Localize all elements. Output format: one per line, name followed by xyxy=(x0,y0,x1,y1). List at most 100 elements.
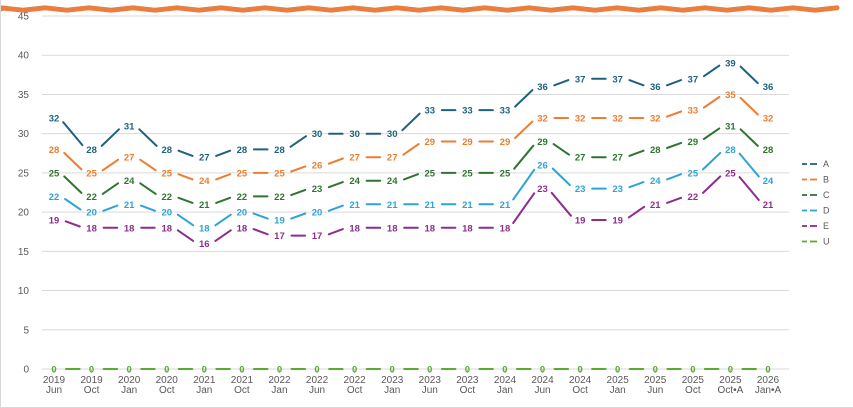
series-c-label-14: 27 xyxy=(575,153,586,164)
x-tick-year: 2025 xyxy=(644,375,667,386)
x-tick-period: Jan xyxy=(196,385,212,396)
series-c-label-15: 27 xyxy=(612,153,623,164)
series-c-segment-3 xyxy=(177,196,194,204)
series-a-label-18: 39 xyxy=(725,59,736,70)
series-d-segment-2 xyxy=(139,204,156,212)
series-lines xyxy=(62,64,760,370)
series-c-segment-18 xyxy=(739,128,759,147)
series-b-segment-17 xyxy=(702,96,721,109)
x-tick-year: 2023 xyxy=(381,375,404,386)
series-c-label-4: 21 xyxy=(199,200,210,211)
series-u-label-5: 0 xyxy=(239,365,244,376)
series-e-label-7: 17 xyxy=(312,231,323,242)
series-u-label-11: 0 xyxy=(465,365,470,376)
series-c-label-2: 24 xyxy=(124,176,135,187)
series-d-label-11: 21 xyxy=(462,200,473,211)
y-tick-label-0: 0 xyxy=(23,365,29,376)
series-e-segment-17 xyxy=(702,175,722,194)
series-a-label-10: 33 xyxy=(425,106,436,117)
x-tick-year: 2023 xyxy=(456,375,479,386)
series-b-label-4: 24 xyxy=(199,176,210,187)
series-b-label-13: 32 xyxy=(537,113,548,124)
series-d-label-13: 26 xyxy=(537,161,548,172)
series-e-segment-18 xyxy=(738,176,760,201)
series-u-label-3: 0 xyxy=(164,365,169,376)
series-e-label-0: 19 xyxy=(49,215,60,226)
series-e-segment-12 xyxy=(512,192,536,224)
series-e-segment-3 xyxy=(176,229,195,242)
x-tick-period: Oct xyxy=(572,385,588,396)
series-c-segment-4 xyxy=(215,196,232,204)
legend-label-a: A xyxy=(823,159,829,169)
x-tick-period: Oct xyxy=(685,385,701,396)
top-decor-stroke xyxy=(1,5,840,13)
series-d-label-15: 23 xyxy=(612,184,623,195)
series-c-label-16: 28 xyxy=(650,145,661,156)
series-u-label-7: 0 xyxy=(314,365,319,376)
series-d-segment-0 xyxy=(64,198,82,211)
series-d-label-1: 20 xyxy=(86,208,97,219)
series-c-segment-6 xyxy=(290,188,307,197)
y-axis-ticks: 0 5 10 15 20 25 30 35 40 45 xyxy=(18,12,30,376)
series-d-label-7: 20 xyxy=(312,208,323,219)
series-d-label-5: 20 xyxy=(237,208,248,219)
legend-label-b: B xyxy=(823,175,829,185)
series-b-label-3: 25 xyxy=(161,168,172,179)
x-tick-year: 2021 xyxy=(193,375,216,386)
series-b-label-1: 25 xyxy=(86,168,97,179)
x-tick-year: 2022 xyxy=(306,375,329,386)
y-tick-label-40: 40 xyxy=(18,51,30,62)
legend-label-d: D xyxy=(823,206,830,216)
series-u-label-8: 0 xyxy=(352,365,357,376)
series-d-label-0: 22 xyxy=(49,192,60,203)
series-d-segment-17 xyxy=(702,151,722,171)
series-a-label-4: 27 xyxy=(199,153,210,164)
x-tick-period: Jan xyxy=(271,385,287,396)
x-tick-year: 2019 xyxy=(43,375,66,386)
series-b-segment-9 xyxy=(402,143,420,156)
x-tick-label-17: 2025 Oct xyxy=(682,375,705,396)
series-c-segment-1 xyxy=(101,182,120,195)
x-tick-period: Jun xyxy=(46,385,62,396)
series-b-segment-4 xyxy=(215,173,232,181)
series-c-segment-2 xyxy=(139,182,157,195)
series-a-label-16: 36 xyxy=(650,82,661,93)
series-b-label-17: 33 xyxy=(688,106,699,117)
x-tick-label-10: 2023 Jun xyxy=(419,375,442,396)
series-a-segment-3 xyxy=(177,149,194,157)
series-u-label-10: 0 xyxy=(427,365,432,376)
series-a-label-9: 30 xyxy=(387,129,398,140)
series-e-segment-4 xyxy=(214,229,232,242)
x-tick-period: Oct xyxy=(84,385,100,396)
series-b-label-9: 27 xyxy=(387,153,398,164)
series-a-label-11: 33 xyxy=(462,106,473,117)
series-d-segment-7 xyxy=(327,204,344,212)
series-c-label-10: 25 xyxy=(425,168,436,179)
series-e-label-15: 19 xyxy=(612,215,623,226)
series-d-label-16: 24 xyxy=(650,176,661,187)
series-e-label-16: 21 xyxy=(650,200,661,211)
x-tick-label-11: 2023 Oct xyxy=(456,375,479,396)
series-c-segment-12 xyxy=(513,144,535,170)
legend-label-c: C xyxy=(823,190,830,200)
series-b-segment-12 xyxy=(514,120,534,139)
series-c-label-8: 24 xyxy=(349,176,360,187)
series-a-segment-17 xyxy=(702,64,721,78)
series-e-segment-0 xyxy=(64,220,81,228)
series-c-label-5: 22 xyxy=(237,192,248,203)
top-decor-stroke-group xyxy=(1,5,840,13)
series-b-segment-6 xyxy=(290,165,307,173)
series-e-segment-7 xyxy=(327,228,344,236)
series-u-label-16: 0 xyxy=(653,365,658,376)
series-b-segment-1 xyxy=(101,158,120,172)
series-a-segment-16 xyxy=(666,79,683,87)
y-tick-label-45: 45 xyxy=(18,12,30,23)
series-d-label-6: 19 xyxy=(274,215,285,226)
x-tick-period: Jan•A xyxy=(755,385,782,396)
series-a-label-3: 28 xyxy=(161,145,172,156)
y-tick-label-5: 5 xyxy=(23,325,29,336)
series-b-segment-18 xyxy=(739,96,759,116)
series-d-label-10: 21 xyxy=(425,200,436,211)
x-tick-year: 2025 xyxy=(682,375,705,386)
